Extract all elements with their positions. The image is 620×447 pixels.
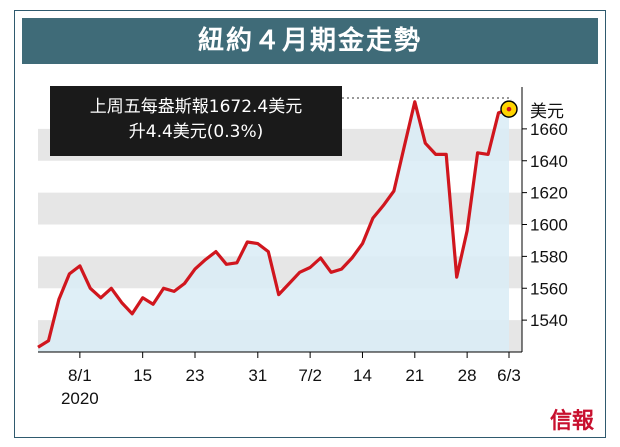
x-tick-label: 31: [248, 366, 267, 385]
x-tick-label: 21: [405, 366, 424, 385]
last-price-dot: [506, 106, 512, 112]
x-tick-label: 7/2: [298, 366, 322, 385]
price-line: [37, 100, 510, 349]
y-tick-label: 1540: [530, 311, 568, 330]
x-tick-label: 8/1: [68, 366, 92, 385]
y-unit-label: 美元: [530, 102, 564, 122]
y-tick-label: 1600: [530, 216, 568, 235]
price-area: [38, 101, 509, 352]
x-tick-label: 28: [458, 366, 477, 385]
source-logo: 信報: [549, 408, 594, 434]
x-tick-label: 14: [353, 366, 372, 385]
y-tick-label: 1620: [530, 184, 568, 203]
year-label: 2020: [61, 389, 99, 408]
x-tick-label: 23: [186, 366, 205, 385]
x-tick-label: 6/3: [497, 366, 521, 385]
annotation-line-2: 升4.4美元(0.3%): [128, 122, 264, 142]
x-tick-label: 15: [133, 366, 152, 385]
leader-line: [342, 97, 512, 100]
chart-frame: [14, 10, 606, 438]
y-tick-label: 1580: [530, 247, 568, 266]
annotation-line-1: 上周五每盎斯報1672.4美元: [89, 97, 303, 117]
y-tick-label: 1560: [530, 279, 568, 298]
price-annotation: 上周五每盎斯報1672.4美元 升4.4美元(0.3%): [50, 86, 342, 156]
y-tick-label: 1660: [530, 120, 568, 139]
chart-title: 紐約４月期金走勢: [22, 18, 598, 64]
y-tick-label: 1640: [530, 152, 568, 171]
